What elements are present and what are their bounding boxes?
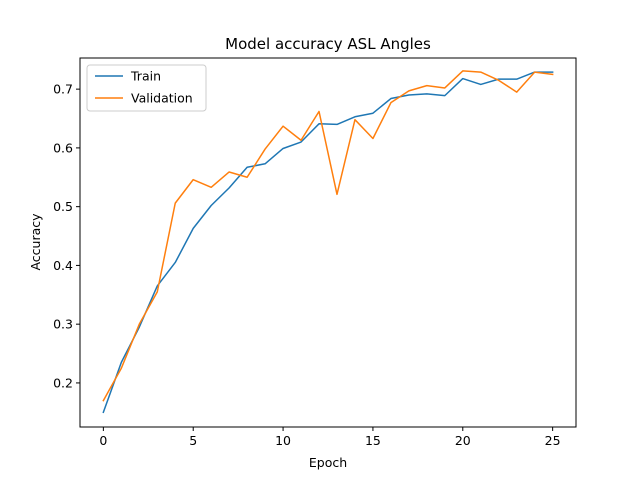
y-tick-label: 0.3: [53, 317, 73, 332]
x-tick-label: 5: [189, 433, 197, 448]
y-tick-label: 0.4: [53, 258, 73, 273]
x-tick-label: 25: [545, 433, 561, 448]
x-tick-label: 0: [99, 433, 107, 448]
y-tick-label: 0.6: [53, 140, 73, 155]
chart-title: Model accuracy ASL Angles: [225, 35, 431, 53]
y-tick-label: 0.5: [53, 199, 73, 214]
x-tick-label: 20: [455, 433, 471, 448]
x-tick-label: 15: [365, 433, 381, 448]
x-axis-ticks: 0 5 10 15 20 25: [99, 427, 561, 448]
series-line-validation: [102, 70, 554, 402]
legend-label-train: Train: [130, 69, 161, 84]
y-tick-label: 0.7: [53, 82, 73, 97]
y-axis-label: Accuracy: [28, 213, 43, 271]
x-tick-label: 10: [275, 433, 291, 448]
series-line-train: [102, 71, 554, 414]
series-layer: [102, 70, 554, 414]
plot-frame: [79, 57, 577, 428]
x-axis-label: Epoch: [309, 455, 347, 470]
y-tick-label: 0.2: [53, 375, 73, 390]
legend: Train Validation: [86, 64, 207, 112]
legend-label-validation: Validation: [131, 91, 193, 106]
y-axis-ticks: 0.2 0.3 0.4 0.5 0.6 0.7: [53, 82, 80, 390]
